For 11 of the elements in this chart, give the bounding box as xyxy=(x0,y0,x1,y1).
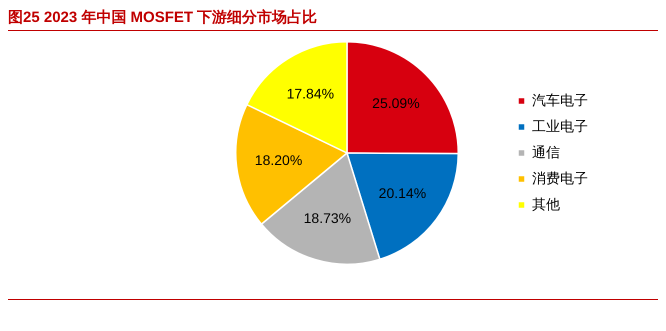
legend-label: 其他 xyxy=(532,196,560,212)
legend-label: 汽车电子 xyxy=(532,92,588,108)
data-label: 25.09% xyxy=(372,95,420,112)
data-label: 18.20% xyxy=(254,152,302,168)
legend-label: 消费电子 xyxy=(532,170,588,186)
data-label: 18.73% xyxy=(304,210,352,226)
chart-title: 图25 2023 年中国 MOSFET 下游细分市场占比 xyxy=(8,8,658,31)
legend-label: 通信 xyxy=(532,144,560,160)
data-label: 17.84% xyxy=(286,85,334,102)
data-label: 20.14% xyxy=(378,184,426,201)
legend-label: 工业电子 xyxy=(532,118,588,134)
